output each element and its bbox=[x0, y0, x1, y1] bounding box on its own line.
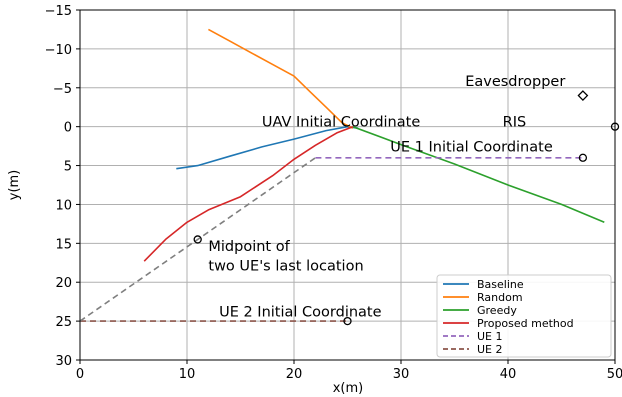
y-tick-label: −10 bbox=[45, 43, 72, 58]
x-tick-label: 30 bbox=[393, 367, 410, 382]
diamond-marker bbox=[577, 90, 589, 101]
series-line-greedy bbox=[352, 125, 605, 224]
legend-label: Proposed method bbox=[477, 317, 574, 330]
tick-layer: 0 10 20 30 40 50 −15 −10 −5 0 5 10 15 20 25 30 bbox=[45, 4, 622, 382]
circle-marker bbox=[578, 153, 588, 162]
y-tick-label: 5 bbox=[64, 160, 72, 175]
x-tick-label: 50 bbox=[607, 367, 622, 382]
circle-marker bbox=[343, 316, 352, 326]
legend-label: Baseline bbox=[477, 278, 524, 291]
legend-label: UE 2 bbox=[477, 343, 503, 356]
series-layer bbox=[79, 28, 605, 322]
x-tick-label: 40 bbox=[500, 367, 517, 382]
x-tick-label: 0 bbox=[76, 367, 84, 382]
x-axis-title: x(m) bbox=[333, 381, 364, 396]
annotation-label: UE 2 Initial Coordinate bbox=[219, 304, 382, 320]
annotation-label: UAV Initial Coordinate bbox=[262, 115, 420, 131]
annotation-label: UE 1 Initial Coordinate bbox=[390, 140, 553, 156]
y-tick-label: 10 bbox=[55, 198, 72, 213]
annotation-label: Eavesdropper bbox=[465, 74, 565, 90]
annotation-label: RIS bbox=[503, 115, 527, 131]
y-axis-title: y(m) bbox=[7, 170, 22, 201]
series-line-midpoint-connector bbox=[79, 157, 316, 322]
y-tick-label: 30 bbox=[55, 354, 72, 369]
legend-label: Greedy bbox=[477, 304, 517, 317]
circle-marker bbox=[193, 235, 202, 244]
y-tick-label: 20 bbox=[55, 276, 72, 291]
series-line-proposed-method bbox=[143, 125, 354, 262]
annotation-label: two UE's last location bbox=[208, 259, 363, 275]
legend-label: UE 1 bbox=[477, 330, 503, 343]
annotation-layer: Eavesdropper UAV Initial Coordinate RIS UE … bbox=[208, 74, 565, 320]
x-tick-label: 20 bbox=[286, 367, 303, 382]
legend-box bbox=[436, 274, 612, 358]
y-tick-label: −5 bbox=[53, 82, 72, 97]
y-tick-label: 15 bbox=[55, 237, 72, 252]
x-tick-label: 10 bbox=[179, 367, 196, 382]
series-line-baseline bbox=[176, 125, 359, 170]
y-tick-label: 25 bbox=[55, 315, 72, 330]
series-line-random bbox=[208, 28, 354, 129]
annotation-label: Midpoint of bbox=[208, 239, 290, 255]
y-tick-label: −15 bbox=[45, 4, 72, 19]
plot-frame bbox=[79, 9, 616, 361]
legend-label: Random bbox=[477, 291, 523, 304]
y-tick-label: 0 bbox=[64, 121, 72, 136]
